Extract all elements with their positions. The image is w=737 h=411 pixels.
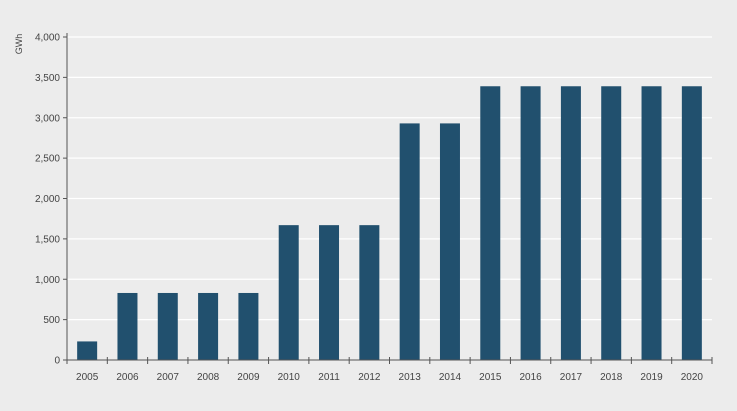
x-tick-label: 2014	[439, 372, 462, 383]
x-tick-label: 2005	[76, 372, 99, 383]
y-tick-label: 1,500	[35, 234, 60, 245]
bar-2018	[601, 86, 622, 360]
tick-labels: 0 500 1,000 1,500 2,000 2,500 3,000 3,500 4,000 2…	[35, 33, 703, 384]
y-tick-label: 2,000	[35, 194, 60, 205]
axes	[63, 33, 713, 364]
y-tick-label: 500	[43, 315, 60, 326]
bars	[77, 86, 702, 360]
bar-2006	[117, 292, 138, 360]
bar-2017	[560, 86, 581, 360]
bar-2009	[238, 292, 259, 360]
x-tick-label: 2011	[318, 372, 340, 383]
grid-lines	[67, 36, 712, 321]
y-tick-label: 3,000	[35, 113, 60, 124]
bar-2019	[641, 86, 662, 360]
bar-2015	[480, 86, 501, 360]
x-tick-label: 2008	[197, 372, 220, 383]
y-tick-label: 4,000	[35, 33, 60, 44]
x-tick-label: 2013	[399, 372, 422, 383]
y-axis-unit-label: GWh	[14, 34, 24, 55]
bar-2005	[77, 341, 98, 360]
y-tick-label: 3,500	[35, 73, 60, 84]
y-tick-label: 2,500	[35, 154, 60, 165]
bar-2012	[359, 225, 380, 360]
bar-2011	[319, 225, 340, 360]
x-tick-label: 2019	[640, 372, 663, 383]
x-tick-label: 2017	[560, 372, 583, 383]
x-tick-label: 2020	[681, 372, 704, 383]
y-tick-label: 0	[54, 356, 60, 367]
bar-2007	[157, 292, 178, 360]
x-tick-label: 2012	[358, 372, 381, 383]
x-tick-label: 2010	[278, 372, 301, 383]
x-tick-label: 2016	[519, 372, 542, 383]
y-tick-label: 1,000	[35, 275, 60, 286]
bar-2020	[681, 86, 702, 360]
bar-2016	[520, 86, 541, 360]
bar-2014	[439, 123, 460, 360]
bar-2010	[278, 225, 299, 360]
x-tick-label: 2018	[600, 372, 623, 383]
x-tick-label: 2015	[479, 372, 502, 383]
x-tick-label: 2009	[237, 372, 260, 383]
bar-2008	[198, 292, 219, 360]
bar-2013	[399, 123, 420, 360]
x-tick-label: 2006	[116, 372, 139, 383]
x-tick-label: 2007	[157, 372, 180, 383]
